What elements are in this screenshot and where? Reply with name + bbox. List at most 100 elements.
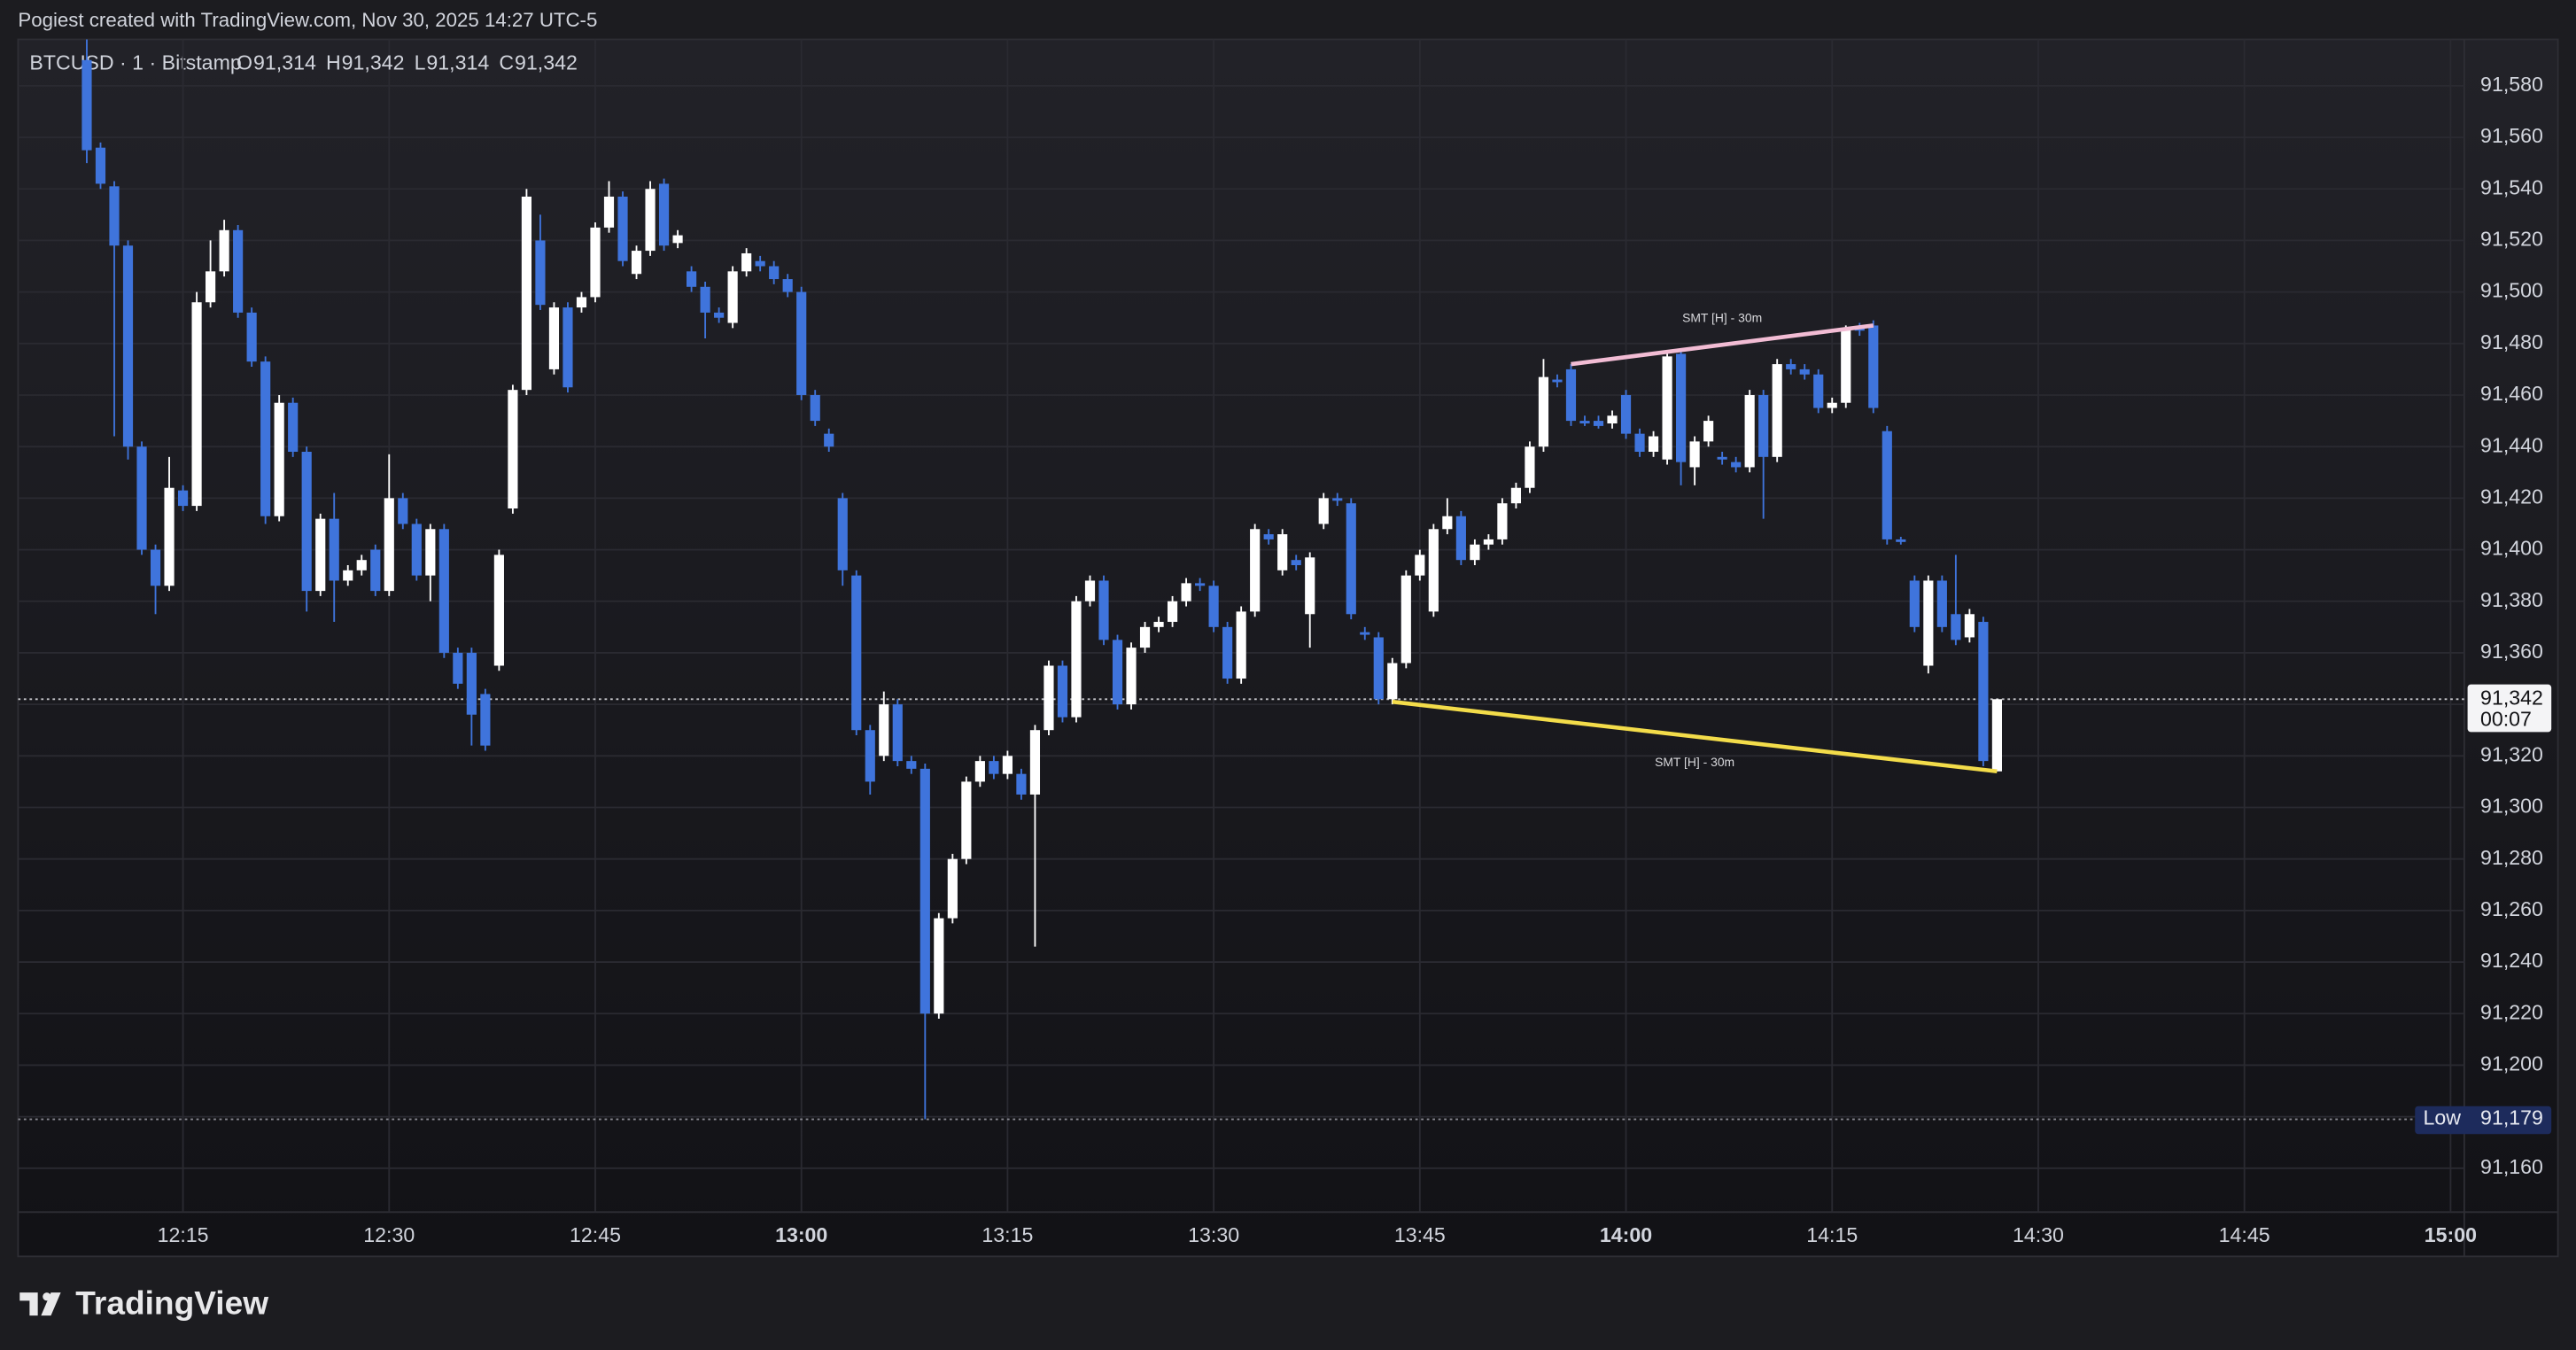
y-tick-label: 91,540 — [2480, 175, 2543, 198]
candle-body — [590, 227, 601, 298]
grid — [18, 39, 2464, 1213]
y-tick-label: 91,200 — [2480, 1052, 2543, 1075]
y-tick-label: 91,240 — [2480, 949, 2543, 972]
candle-body — [1208, 586, 1219, 627]
y-tick-label: 91,520 — [2480, 228, 2543, 251]
candle-body — [1084, 580, 1096, 601]
candle-body — [1565, 369, 1577, 422]
candle-body — [1525, 446, 1535, 488]
y-tick-label: 91,500 — [2480, 279, 2543, 302]
candle-body — [191, 302, 202, 507]
low-name: Low — [2424, 1106, 2462, 1129]
candle-body — [288, 402, 299, 452]
candle-body — [438, 529, 449, 653]
low-label: 91,179 — [2480, 1106, 2543, 1129]
candle-body — [576, 297, 587, 308]
y-tick-label: 91,580 — [2480, 73, 2543, 96]
smt-label: SMT [H] - 30m — [1682, 310, 1762, 324]
y-tick-label: 91,480 — [2480, 330, 2543, 353]
last-price-box — [2467, 684, 2552, 733]
candle-body — [343, 570, 353, 581]
y-tick-label: 91,400 — [2480, 537, 2543, 560]
chart-pane — [17, 38, 2559, 1258]
candle-body — [1497, 503, 1508, 539]
candle-body — [1868, 325, 1879, 408]
candle-body — [1263, 534, 1274, 539]
candle-body — [1703, 421, 1714, 442]
x-tick-label: 13:00 — [775, 1223, 827, 1246]
smt-line — [1392, 699, 1998, 774]
candle-body — [810, 394, 820, 422]
candle-body — [122, 245, 134, 447]
candle-body — [645, 189, 656, 252]
candle-body — [1676, 353, 1687, 462]
y-tick-label: 91,160 — [2480, 1155, 2543, 1178]
candle-body — [315, 518, 326, 592]
y-tick-label: 91,460 — [2480, 382, 2543, 405]
candle-body — [164, 487, 175, 586]
candle-body — [1758, 394, 1769, 457]
candle-body — [1455, 516, 1466, 561]
candle-body — [1236, 611, 1246, 679]
candle-body — [1277, 534, 1288, 570]
candle-body — [1483, 539, 1494, 545]
y-tick-label: 91,380 — [2480, 588, 2543, 611]
y-tick-label: 91,320 — [2480, 742, 2543, 765]
countdown: 00:07 — [2480, 708, 2532, 731]
y-tick-label: 91,360 — [2480, 640, 2543, 663]
candle-body — [219, 229, 229, 272]
candle-body — [1593, 421, 1604, 426]
x-tick-label: 14:00 — [1600, 1223, 1652, 1246]
smt-line — [1571, 323, 1874, 367]
legend-key: H — [326, 50, 341, 74]
candle-body — [1772, 364, 1782, 457]
candle-body — [535, 240, 546, 306]
candle-body — [1662, 356, 1672, 460]
legend-value: 91,314 — [426, 50, 489, 74]
symbol: BTCUSD · 1 · Bitstamp — [29, 50, 241, 74]
candle-body — [1002, 756, 1013, 774]
legend-value: 91,342 — [515, 50, 578, 74]
candle-body — [233, 229, 244, 313]
candle-body — [727, 271, 738, 323]
candle-body — [1964, 614, 1975, 638]
candle-body — [1428, 529, 1439, 612]
candle-body — [1098, 580, 1109, 640]
candle-body — [260, 361, 271, 516]
candle-body — [1909, 580, 1920, 627]
x-tick-label: 14:30 — [2013, 1223, 2064, 1246]
candle-body — [206, 271, 216, 303]
candle-body — [1841, 328, 1851, 403]
candle-body — [1442, 516, 1453, 530]
candle-body — [411, 524, 422, 576]
candle-body — [1827, 402, 1837, 408]
candle-body — [1552, 379, 1563, 383]
candle-body — [906, 761, 917, 769]
candle-body — [425, 529, 436, 576]
candle-body — [301, 451, 312, 592]
candle-body — [480, 694, 491, 746]
candle-body — [1620, 394, 1632, 434]
candle-body — [1648, 436, 1659, 452]
candle-body — [81, 59, 92, 151]
candle-body — [1291, 560, 1301, 566]
candle-body — [1538, 376, 1549, 447]
x-tick-label: 12:45 — [570, 1223, 621, 1246]
candle-body — [1607, 415, 1618, 423]
x-tick-label: 13:45 — [1394, 1223, 1446, 1246]
candle-body — [1813, 374, 1824, 408]
logo-icon-dot — [43, 1292, 51, 1301]
candle-body — [1799, 369, 1810, 375]
candle-body — [1373, 637, 1384, 700]
candle-body — [1029, 730, 1041, 795]
candle-body — [617, 196, 628, 261]
x-tick-label: 12:15 — [158, 1223, 209, 1246]
candle-body — [1401, 575, 1411, 663]
candle-body — [356, 560, 367, 570]
candle-body — [974, 761, 985, 782]
candle-body — [150, 549, 161, 586]
candle-body — [1634, 433, 1645, 452]
candle-body — [466, 652, 477, 715]
candle-body — [1882, 431, 1892, 539]
